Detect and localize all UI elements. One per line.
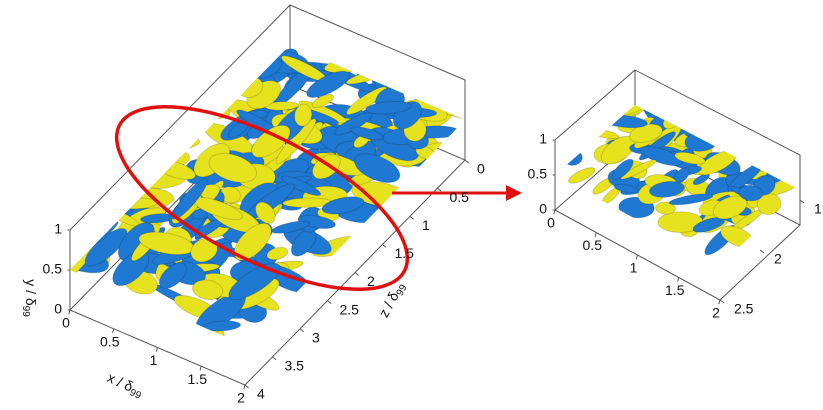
isosurface	[585, 126, 620, 140]
tick-label: 1.5	[395, 245, 415, 261]
tick-label: 0	[62, 315, 70, 331]
x-axis-label: x / δ99	[104, 369, 146, 402]
tick-label: 1.5	[665, 282, 685, 298]
tick-label: 0	[54, 301, 62, 317]
tick-label: 0.5	[583, 237, 603, 253]
tick-mark	[156, 348, 157, 352]
tick-label: 2	[774, 251, 782, 267]
label-text: y / δ	[23, 279, 39, 306]
arrow-head	[506, 185, 522, 201]
tick-mark	[355, 273, 359, 276]
tick-label: 2	[367, 273, 375, 289]
tick-mark	[200, 366, 201, 370]
isosurface	[566, 165, 597, 187]
isosurface	[640, 93, 661, 115]
tick-mark	[328, 301, 332, 304]
tick-mark	[300, 329, 304, 332]
isosurfaces-left	[49, 32, 477, 349]
isosurface	[96, 204, 117, 226]
tick-label: 2	[237, 390, 245, 406]
isosurface	[84, 218, 103, 238]
tick-label: 0.5	[450, 189, 470, 205]
tick-mark	[595, 233, 596, 237]
label-sub: 99	[20, 306, 31, 318]
isosurface	[259, 32, 287, 56]
tick-label: 2	[712, 305, 720, 321]
tick-label: 2.5	[734, 301, 754, 317]
tick-label: 2.5	[340, 301, 360, 317]
tick-mark	[465, 160, 469, 163]
tick-label: 1	[422, 217, 430, 233]
isosurface	[568, 127, 589, 145]
tick-label: 0.5	[528, 166, 548, 182]
tick-label: 0	[477, 161, 485, 177]
tick-label: 4	[257, 386, 265, 402]
tick-label: 1	[539, 131, 547, 147]
isosurface	[563, 150, 583, 166]
tick-label: 3.5	[285, 358, 305, 374]
tick-label: 0	[539, 201, 547, 217]
y-axis-label: y / δ99	[20, 279, 39, 317]
tick-mark	[69, 310, 70, 314]
tick-mark	[719, 300, 720, 304]
isosurface	[556, 153, 574, 162]
isosurface	[753, 140, 799, 163]
tick-label: 0.5	[43, 261, 63, 277]
tick-mark	[273, 357, 277, 360]
tick-label: 3	[312, 329, 320, 345]
tick-mark	[113, 329, 114, 333]
isosurface	[166, 136, 200, 152]
isosurface	[695, 109, 711, 122]
tick-mark	[245, 385, 249, 388]
tick-mark	[800, 200, 804, 203]
tick-label: 1	[150, 352, 158, 368]
isosurface	[779, 161, 803, 181]
isosurface	[680, 93, 701, 114]
tick-label: 1	[54, 221, 62, 237]
tick-mark	[410, 216, 414, 219]
tick-mark	[383, 244, 387, 247]
tick-label: 1	[630, 260, 638, 276]
z-axis-label: z / δ99	[375, 279, 410, 321]
tick-mark	[760, 250, 764, 253]
tick-mark	[554, 210, 555, 214]
isosurface	[157, 118, 199, 161]
isosurface	[733, 141, 756, 159]
isosurface	[356, 38, 389, 73]
tick-mark	[438, 188, 442, 191]
figure: y / δ99 x / δ99 z / δ99 00.511.5200.5100…	[0, 0, 823, 410]
tick-mark	[720, 300, 724, 303]
tick-mark	[244, 385, 245, 389]
isosurface	[631, 76, 677, 110]
isosurface	[671, 110, 710, 122]
tick-label: 0	[547, 215, 555, 231]
tick-label: 1.5	[814, 201, 823, 217]
tick-mark	[678, 278, 679, 282]
tick-label: 0.5	[100, 333, 120, 349]
tick-mark	[636, 255, 637, 259]
tick-label: 1.5	[188, 371, 208, 387]
